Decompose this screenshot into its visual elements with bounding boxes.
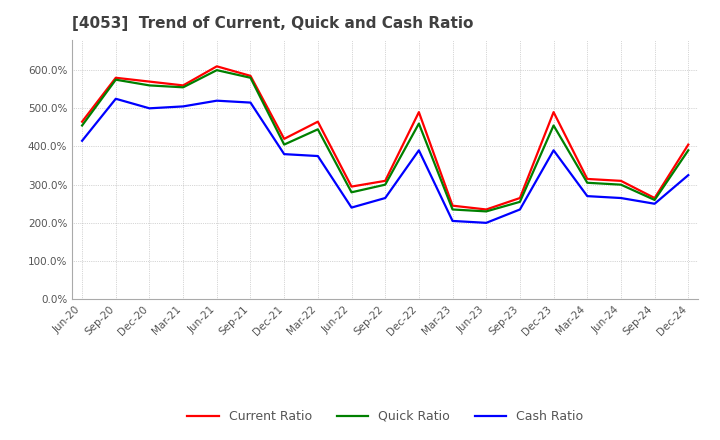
Current Ratio [616,178,625,183]
Quick Ratio [482,209,490,214]
Current Ratio [179,83,187,88]
Legend: Current Ratio, Quick Ratio, Cash Ratio: Current Ratio, Quick Ratio, Cash Ratio [182,405,588,428]
Quick Ratio [415,121,423,126]
Quick Ratio [650,197,659,202]
Cash Ratio [583,194,592,199]
Cash Ratio [415,148,423,153]
Cash Ratio [78,138,86,143]
Cash Ratio [246,100,255,105]
Quick Ratio [684,148,693,153]
Cash Ratio [449,218,457,224]
Cash Ratio [482,220,490,225]
Current Ratio [313,119,322,125]
Cash Ratio [145,106,154,111]
Quick Ratio [347,190,356,195]
Quick Ratio [179,84,187,90]
Quick Ratio [616,182,625,187]
Current Ratio [78,119,86,125]
Current Ratio [415,110,423,115]
Current Ratio [684,142,693,147]
Cash Ratio [650,201,659,206]
Cash Ratio [616,195,625,201]
Line: Cash Ratio: Cash Ratio [82,99,688,223]
Current Ratio [246,73,255,78]
Quick Ratio [381,182,390,187]
Quick Ratio [516,199,524,205]
Quick Ratio [145,83,154,88]
Current Ratio [212,64,221,69]
Current Ratio [381,178,390,183]
Current Ratio [583,176,592,182]
Quick Ratio [449,207,457,212]
Current Ratio [145,79,154,84]
Current Ratio [449,203,457,208]
Quick Ratio [212,67,221,73]
Cash Ratio [179,104,187,109]
Cash Ratio [684,172,693,178]
Current Ratio [516,195,524,201]
Quick Ratio [549,123,558,128]
Current Ratio [482,207,490,212]
Text: [4053]  Trend of Current, Quick and Cash Ratio: [4053] Trend of Current, Quick and Cash … [72,16,473,32]
Current Ratio [112,75,120,81]
Quick Ratio [246,75,255,81]
Quick Ratio [583,180,592,185]
Cash Ratio [381,195,390,201]
Current Ratio [280,136,289,142]
Cash Ratio [280,151,289,157]
Current Ratio [549,110,558,115]
Cash Ratio [347,205,356,210]
Cash Ratio [516,207,524,212]
Quick Ratio [112,77,120,82]
Cash Ratio [212,98,221,103]
Cash Ratio [313,154,322,159]
Current Ratio [347,184,356,189]
Cash Ratio [112,96,120,101]
Line: Current Ratio: Current Ratio [82,66,688,209]
Quick Ratio [313,127,322,132]
Line: Quick Ratio: Quick Ratio [82,70,688,211]
Current Ratio [650,195,659,201]
Quick Ratio [280,142,289,147]
Cash Ratio [549,148,558,153]
Quick Ratio [78,123,86,128]
